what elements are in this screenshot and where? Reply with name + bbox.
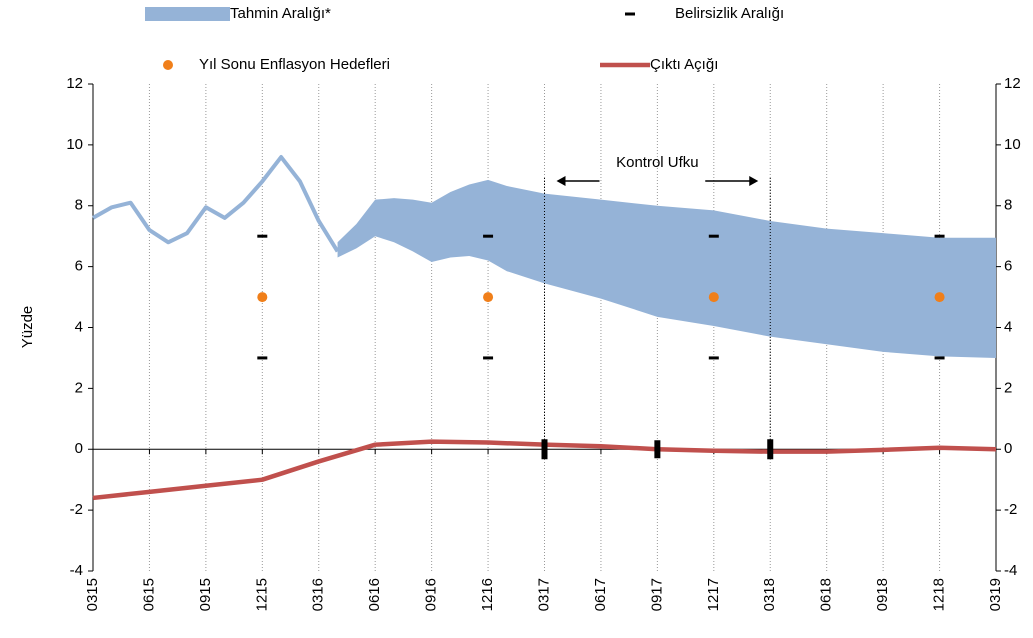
x-tick-label: 1216: [479, 578, 496, 611]
x-tick-label: 0918: [874, 578, 891, 611]
x-tick-label: 1217: [705, 578, 722, 611]
x-tick-label: 0319: [987, 578, 1004, 611]
arrow-head: [556, 176, 566, 186]
x-tick-label: 0316: [310, 578, 327, 611]
legend-label: Tahmin Aralığı*: [230, 5, 331, 22]
x-tick-label: 0615: [140, 578, 157, 611]
legend-label: Yıl Sonu Enflasyon Hedefleri: [199, 56, 390, 73]
legend-label: Çıktı Açığı: [650, 56, 718, 73]
x-tick-label: 1215: [253, 578, 270, 611]
x-tick-label: 0617: [592, 578, 609, 611]
y-tick-label: 6: [75, 258, 83, 275]
legend-label: Belirsizlik Aralığı: [675, 5, 784, 22]
horizon-marker: [541, 439, 548, 460]
legend-swatch: [163, 60, 173, 70]
annotation-text: Kontrol Ufku: [616, 154, 699, 171]
y-tick-label: 12: [66, 75, 83, 92]
x-tick-label: 0917: [648, 578, 665, 611]
x-tick-label: 0318: [761, 578, 778, 611]
forecast-band: [337, 179, 996, 358]
arrow-head: [749, 176, 759, 186]
y-tick-label: -4: [70, 562, 83, 579]
target-point: [483, 292, 494, 303]
x-tick-label: 0618: [818, 578, 835, 611]
horizon-marker: [654, 440, 661, 459]
legend-swatch: [145, 7, 230, 21]
horizon-marker: [767, 439, 774, 460]
x-tick-label: 0616: [366, 578, 383, 611]
x-tick-label: 0916: [423, 578, 440, 611]
y-tick-label: 0: [75, 440, 83, 457]
y2-tick-label: 8: [1004, 197, 1012, 214]
y2-tick-label: 12: [1004, 75, 1021, 92]
y-tick-label: 4: [75, 318, 83, 335]
y-axis-label: Yüzde: [19, 306, 36, 349]
y2-tick-label: -2: [1004, 501, 1017, 518]
y2-tick-label: -4: [1004, 562, 1017, 579]
y-tick-label: 2: [75, 379, 83, 396]
inflation-line: [92, 155, 340, 253]
y2-tick-label: 6: [1004, 258, 1012, 275]
x-tick-label: 0315: [84, 578, 101, 611]
x-tick-label: 0317: [535, 578, 552, 611]
y-tick-label: 8: [75, 197, 83, 214]
y-tick-label: -2: [70, 501, 83, 518]
y2-tick-label: 0: [1004, 440, 1012, 457]
x-tick-label: 0915: [197, 578, 214, 611]
y-tick-label: 10: [66, 136, 83, 153]
target-point: [708, 292, 719, 303]
x-tick-label: 1218: [931, 578, 948, 611]
y2-tick-label: 4: [1004, 318, 1012, 335]
target-point: [257, 292, 268, 303]
target-point: [934, 292, 945, 303]
y2-tick-label: 2: [1004, 379, 1012, 396]
y2-tick-label: 10: [1004, 136, 1021, 153]
